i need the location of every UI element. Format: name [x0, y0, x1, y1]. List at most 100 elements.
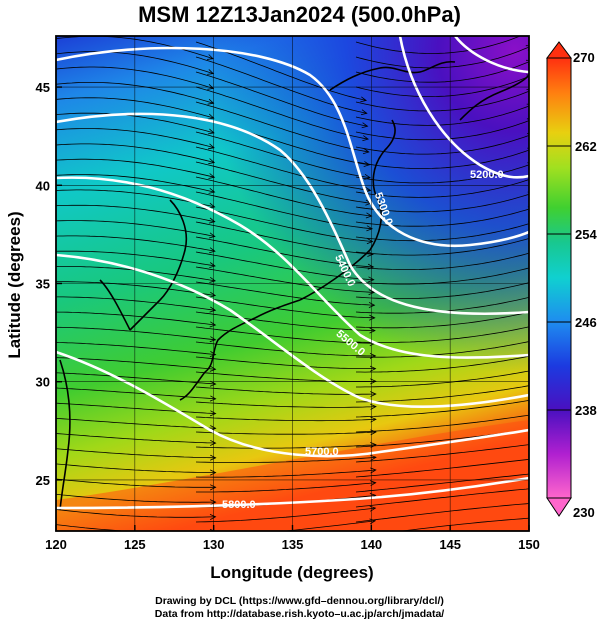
streamline: [56, 524, 133, 531]
streamline: [196, 482, 376, 493]
streamline-arrowhead: [208, 173, 216, 179]
streamline: [56, 417, 216, 429]
streamline: [195, 71, 368, 127]
streamline: [355, 105, 529, 126]
streamline-arrowhead: [209, 276, 216, 283]
streamline-arrowhead: [370, 403, 377, 410]
streamline-arrowhead: [209, 499, 217, 506]
streamline-arrowhead: [528, 353, 529, 354]
streamline-arrowhead: [529, 516, 535, 521]
streamline: [56, 448, 216, 459]
streamline-arrowhead: [207, 84, 215, 90]
streamline-arrowhead: [360, 109, 368, 116]
y-axis: 25 30 35 40 45: [36, 80, 62, 488]
streamline: [56, 281, 216, 296]
streamline: [56, 97, 214, 119]
streamline: [355, 311, 529, 329]
streamline: [195, 469, 376, 478]
x-tick-label: 125: [124, 537, 146, 552]
streamline: [195, 206, 373, 242]
streamline-arrowhead: [370, 467, 377, 474]
contour-label: 5800.0: [222, 499, 256, 511]
streamline: [355, 458, 529, 478]
lat-lon-grid: [56, 36, 529, 531]
streamline: [56, 341, 216, 355]
streamline: [195, 386, 376, 395]
streamline: [399, 517, 529, 531]
streamline: [355, 179, 529, 198]
streamline-arrowhead: [369, 365, 377, 372]
streamline: [355, 223, 529, 242]
streamline-arrowhead: [206, 54, 214, 60]
streamline-arrowhead: [209, 380, 217, 387]
coastlines: [59, 60, 529, 511]
streamline: [195, 371, 376, 382]
x-axis-title: Longitude (degrees): [210, 563, 373, 582]
streamline: [56, 204, 215, 223]
streamline: [195, 507, 376, 523]
colorbar-ticks: 238 246 254 262: [547, 139, 597, 418]
streamline-arrowhead: [367, 250, 374, 257]
streamline-arrowhead: [529, 427, 535, 432]
streamline: [355, 149, 529, 169]
streamline-arrowhead: [529, 457, 535, 462]
streamline: [355, 400, 529, 418]
streamline: [56, 174, 215, 193]
streamline-arrowhead: [209, 321, 217, 328]
streamline: [356, 370, 529, 388]
streamline-arrowhead: [209, 528, 216, 531]
streamline-arrowhead: [528, 368, 529, 369]
streamline-arrowhead: [368, 289, 376, 296]
colorbar: 238 246 254 262 270 230: [546, 41, 597, 520]
streamline: [355, 61, 529, 83]
streamline: [56, 266, 216, 282]
streamline-arrowhead: [529, 486, 535, 491]
streamline: [195, 281, 375, 306]
streamline-arrowhead: [369, 352, 377, 359]
streamline: [355, 208, 529, 227]
colorbar-tick-label: 246: [575, 315, 597, 330]
streamline: [56, 433, 216, 444]
streamline: [195, 416, 376, 422]
streamline-arrowhead: [368, 302, 376, 308]
colorbar-max-label: 270: [573, 50, 595, 65]
streamline-arrowhead: [208, 217, 216, 224]
streamline: [355, 120, 529, 141]
colorbar-gradient: [546, 57, 572, 499]
streamline: [56, 509, 216, 518]
contour-label: 5200.0: [470, 169, 504, 181]
height-contours: [56, 36, 529, 510]
streamline-arrowhead: [529, 501, 535, 506]
streamline: [355, 444, 529, 463]
x-tick-label: 145: [439, 537, 461, 552]
streamline: [56, 357, 216, 370]
streamline: [56, 82, 214, 104]
x-tick-label: 135: [282, 537, 304, 552]
streamline-arrowhead: [366, 238, 374, 245]
streamline-arrowhead: [208, 232, 216, 239]
streamline-arrowhead: [529, 383, 535, 388]
streamline: [195, 431, 376, 435]
y-tick-label: 45: [36, 80, 50, 95]
streamline-arrowhead: [210, 469, 217, 476]
streamline: [281, 520, 376, 531]
streamline: [355, 134, 529, 155]
streamline: [56, 158, 215, 178]
streamline: [355, 267, 529, 285]
streamline-arrowhead: [370, 429, 377, 436]
colorbar-tick-label: 262: [575, 139, 597, 154]
streamline-arrowhead: [209, 247, 216, 254]
streamline-arrowhead: [529, 442, 535, 447]
streamline: [195, 444, 376, 449]
streamline: [355, 414, 529, 433]
streamline-arrowhead: [368, 276, 375, 283]
streamline-arrowhead: [209, 365, 217, 372]
streamline: [195, 176, 372, 217]
streamline: [355, 282, 529, 299]
streamline-arrowhead: [209, 514, 217, 520]
streamline-arrowhead: [209, 395, 217, 402]
streamline: [56, 326, 216, 341]
streamline: [195, 356, 376, 369]
streamline: [355, 36, 522, 54]
streamline: [195, 266, 375, 293]
